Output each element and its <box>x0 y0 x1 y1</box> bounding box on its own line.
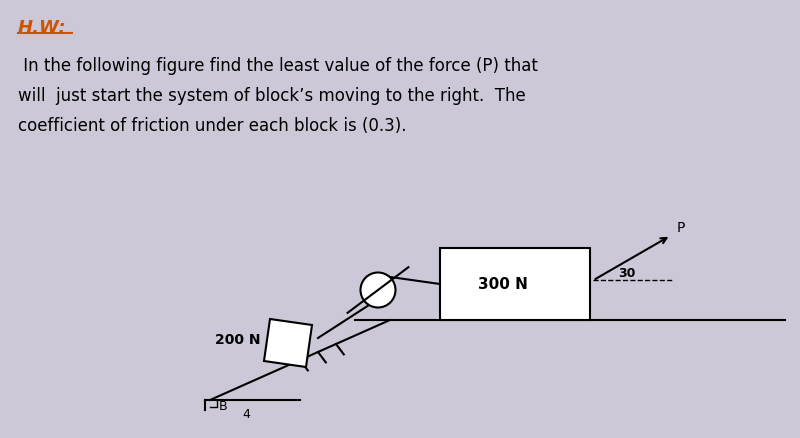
Text: 4: 4 <box>242 407 250 420</box>
Text: 300 N: 300 N <box>478 277 528 292</box>
Polygon shape <box>264 319 312 367</box>
Bar <box>440 248 590 320</box>
Text: 30: 30 <box>618 267 635 280</box>
Text: P: P <box>677 221 686 235</box>
Text: will  just start the system of block’s moving to the right.  The: will just start the system of block’s mo… <box>18 87 526 105</box>
Text: coefficient of friction under each block is (0.3).: coefficient of friction under each block… <box>18 117 406 135</box>
Circle shape <box>361 273 395 308</box>
Text: H.W:: H.W: <box>18 19 66 37</box>
Text: In the following figure find the least value of the force (P) that: In the following figure find the least v… <box>18 57 538 75</box>
Text: 200 N: 200 N <box>215 332 261 346</box>
Text: B: B <box>219 399 228 412</box>
